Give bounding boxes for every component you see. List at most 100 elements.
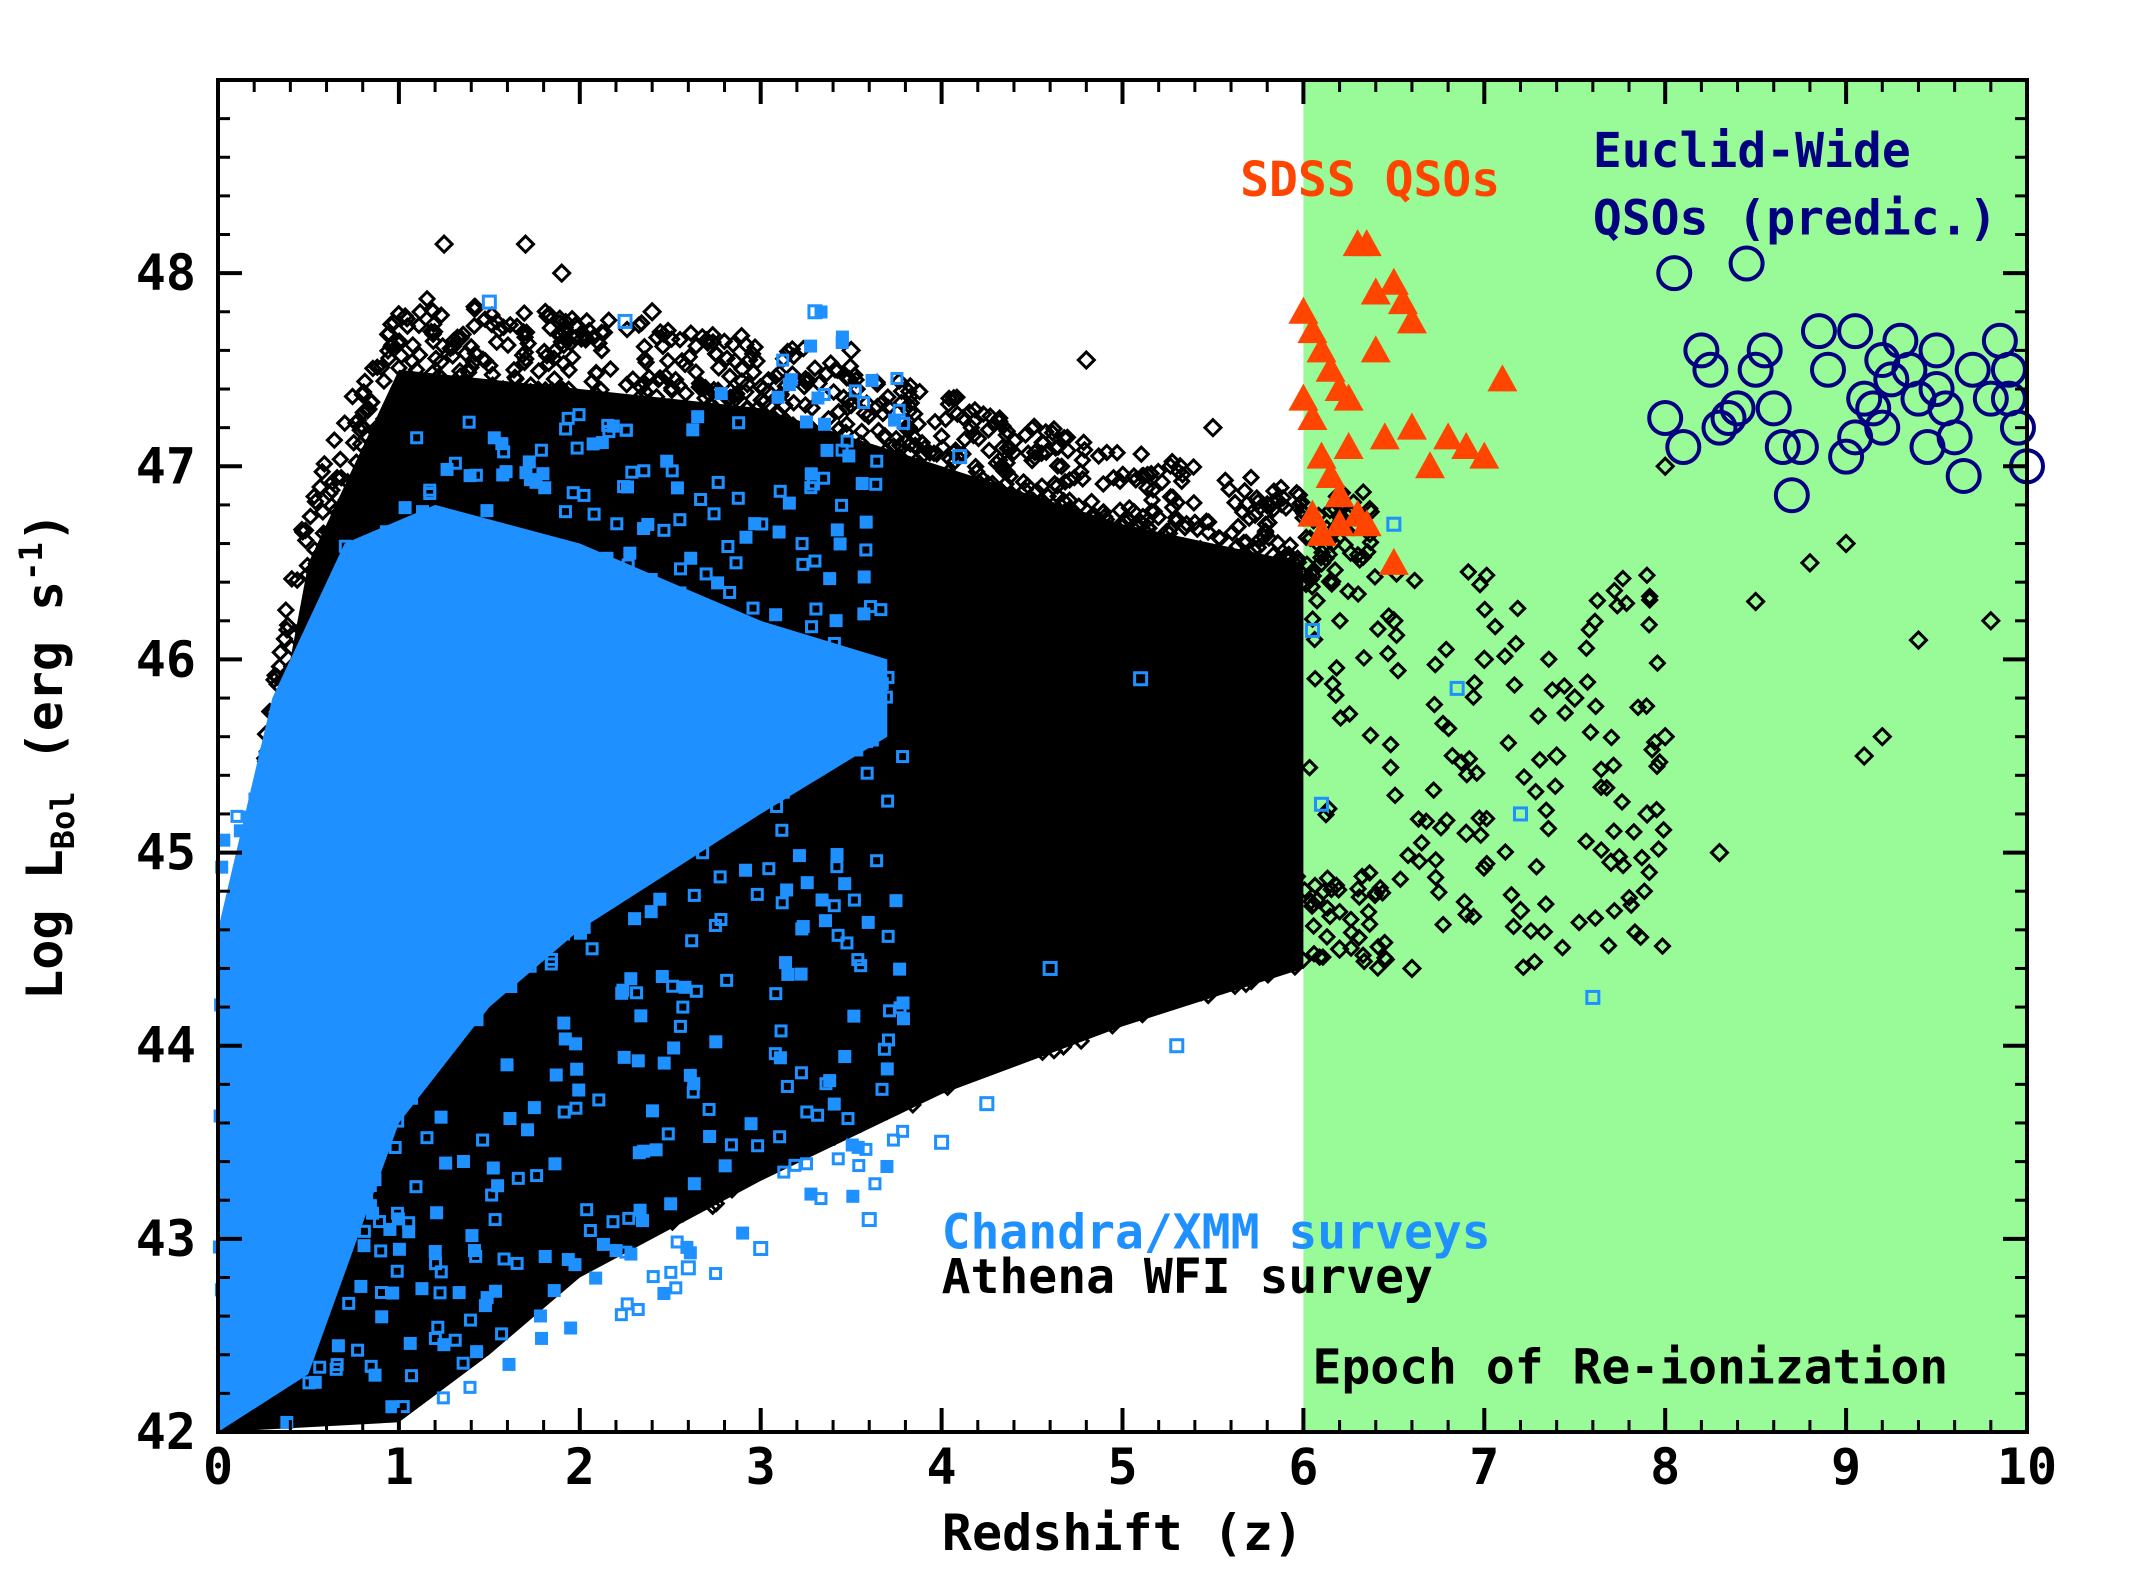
athena-point <box>868 397 887 416</box>
athena-point <box>513 346 532 365</box>
chandra-point <box>246 1383 260 1397</box>
chandra-density-area <box>218 504 888 1432</box>
chandra-point <box>465 1229 479 1243</box>
chandra-point <box>463 1380 477 1394</box>
athena-point <box>411 380 430 400</box>
chandra-point <box>527 1101 541 1115</box>
euclid-qso-point <box>1945 457 1982 494</box>
chandra-point <box>230 1109 244 1123</box>
chandra-point <box>232 1073 246 1087</box>
chandra-point <box>775 896 789 910</box>
athena-point <box>1605 581 1624 600</box>
chandra-point <box>714 387 728 401</box>
athena-point <box>539 354 558 373</box>
chandra-point <box>577 488 591 502</box>
x-tick-label: 1 <box>384 1438 414 1496</box>
athena-point <box>1167 493 1187 512</box>
athena-point <box>1329 939 1350 960</box>
athena-point <box>1361 726 1380 745</box>
athena-point <box>1054 1037 1073 1056</box>
chandra-point <box>688 650 702 664</box>
chandra-point <box>617 313 633 329</box>
chandra-point <box>817 387 831 401</box>
chandra-point <box>762 748 776 762</box>
x-tick-label: 8 <box>1650 1438 1680 1496</box>
sdss-qso-point <box>1297 316 1328 344</box>
athena-point <box>802 398 822 418</box>
chandra-point <box>523 959 537 973</box>
athena-point <box>1041 1022 1060 1041</box>
chandra-point <box>636 771 650 785</box>
chandra-point <box>570 717 584 731</box>
athena-point <box>921 1014 940 1033</box>
chandra-point <box>657 1287 671 1301</box>
athena-point <box>1586 697 1605 716</box>
y-axis-label-main: Log L <box>16 849 74 1000</box>
athena-point <box>617 375 636 394</box>
chandra-point <box>411 1069 425 1083</box>
athena-point <box>1094 474 1113 494</box>
athena-point <box>451 366 470 386</box>
euclid-qso-point <box>1990 380 2027 417</box>
chandra-point <box>462 415 476 429</box>
chandra-point <box>448 1333 462 1347</box>
athena-point <box>326 501 345 520</box>
athena-point <box>1525 952 1544 971</box>
athena-point <box>298 565 317 584</box>
athena-point <box>480 356 499 375</box>
sdss-qso-point <box>1306 518 1337 546</box>
athena-point <box>310 545 329 564</box>
athena-point <box>902 1050 922 1069</box>
athena-point <box>1272 495 1291 514</box>
athena-point <box>1089 1010 1109 1029</box>
chandra-point <box>284 1261 298 1275</box>
athena-point <box>898 468 917 487</box>
chandra-point <box>631 1303 645 1317</box>
chandra-point <box>303 912 317 926</box>
sdss-qso-point <box>1315 460 1346 488</box>
chandra-point <box>664 1197 678 1211</box>
athena-point <box>529 361 548 381</box>
athena-point <box>1051 522 1070 541</box>
athena-point <box>1304 916 1323 936</box>
athena-point <box>874 427 893 446</box>
chandra-point <box>274 900 288 914</box>
athena-point <box>707 1194 726 1213</box>
athena-point <box>856 1111 876 1130</box>
chandra-point <box>388 1140 402 1154</box>
chandra-point <box>285 711 299 725</box>
chandra-point <box>624 972 638 986</box>
chandra-point <box>461 1006 475 1020</box>
chandra-point <box>321 799 335 813</box>
athena-point <box>1060 470 1079 490</box>
chandra-point <box>428 1245 442 1259</box>
athena-point <box>1325 560 1345 580</box>
athena-point <box>1063 528 1083 547</box>
athena-point <box>968 1037 987 1057</box>
athena-point <box>1152 946 1171 965</box>
chandra-point <box>585 942 599 956</box>
chandra-point <box>732 416 746 430</box>
athena-point <box>707 345 726 364</box>
athena-point <box>1207 899 1226 918</box>
athena-point <box>631 387 650 406</box>
athena-point <box>673 1204 693 1223</box>
chandra-point <box>859 515 873 529</box>
chandra-point <box>620 480 634 494</box>
athena-point <box>444 331 463 350</box>
athena-point <box>1235 481 1254 500</box>
athena-point <box>1510 900 1531 921</box>
athena-point <box>277 620 297 639</box>
athena-point <box>1062 1028 1081 1047</box>
chandra-point <box>585 778 599 792</box>
x-tick-label: 10 <box>1997 1438 2057 1496</box>
athena-point <box>1635 882 1654 901</box>
chandra-point <box>595 436 609 450</box>
athena-point <box>1287 483 1306 502</box>
chandra-point <box>788 1158 802 1172</box>
chandra-point <box>280 751 294 765</box>
athena-point <box>1577 639 1596 658</box>
athena-point <box>1141 969 1160 989</box>
athena-point <box>566 328 585 347</box>
